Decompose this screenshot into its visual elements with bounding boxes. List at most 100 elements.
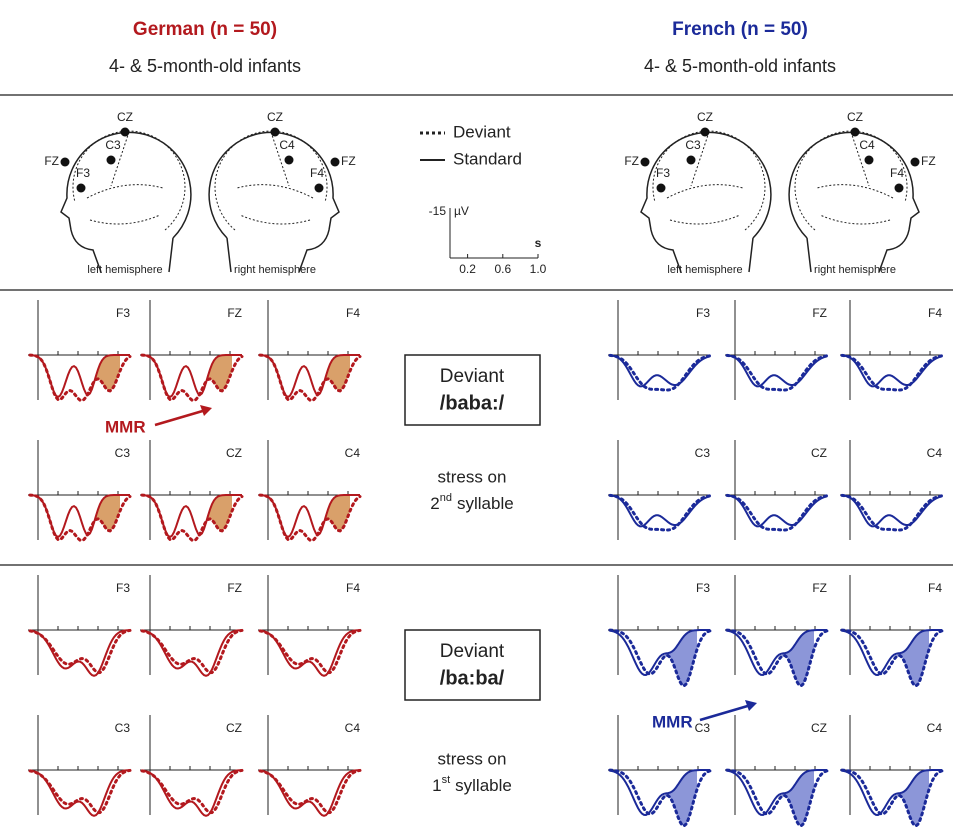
deviant-wave xyxy=(28,628,132,675)
mmr-shading xyxy=(202,495,232,534)
stimulus: /baba:/ xyxy=(440,392,505,414)
electrode-label: CZ xyxy=(226,446,242,460)
mmr-shading xyxy=(782,770,814,826)
standard-wave xyxy=(609,354,711,388)
deviant-wave xyxy=(28,353,132,403)
deviant-wave xyxy=(725,493,829,532)
electrode xyxy=(850,127,860,137)
electrode xyxy=(76,183,86,193)
electrode-label: C3 xyxy=(105,138,121,152)
mmr-shading xyxy=(90,355,120,394)
standard-wave xyxy=(141,769,243,817)
standard-wave xyxy=(609,494,711,528)
standard-wave xyxy=(609,629,711,676)
electrode-label: F4 xyxy=(310,166,324,180)
standard-wave xyxy=(726,769,828,816)
electrode-label: F4 xyxy=(890,166,904,180)
german-title: German (n = 50) xyxy=(133,19,277,40)
electrode-label: C4 xyxy=(927,721,943,735)
syllable: syllable xyxy=(457,494,514,513)
head-outline xyxy=(208,131,340,273)
mmr-shading xyxy=(202,355,232,394)
mmr-arrowhead xyxy=(745,700,757,711)
head-outline xyxy=(60,131,192,273)
electrode-label: FZ xyxy=(624,154,639,168)
electrode-label: F4 xyxy=(346,581,360,595)
standard-wave xyxy=(29,629,131,677)
standard-wave xyxy=(259,769,361,817)
sulcus xyxy=(86,131,164,225)
mmr-label: MMR xyxy=(105,417,146,436)
standard-wave xyxy=(141,629,243,677)
electrode-label: FZ xyxy=(812,306,827,320)
sulcus xyxy=(816,131,894,225)
legend-standard: Standard xyxy=(453,149,522,168)
hemisphere-caption: right hemisphere xyxy=(234,264,316,276)
mmr-shading xyxy=(782,630,814,686)
legend-deviant: Deviant xyxy=(453,122,511,141)
standard-wave xyxy=(726,354,828,388)
deviant-wave xyxy=(258,768,362,815)
syllable: syllable xyxy=(455,776,512,795)
electrode-label: F3 xyxy=(656,166,670,180)
deviant-wave xyxy=(28,493,132,543)
stress-text: stress on xyxy=(438,467,507,486)
deviant-wave xyxy=(140,768,244,815)
electrode-label: CZ xyxy=(847,110,863,124)
electrode xyxy=(270,127,280,137)
electrode-label: F3 xyxy=(116,581,130,595)
scale-tick-label: 1.0 xyxy=(530,262,547,276)
deviant-wave xyxy=(140,628,244,675)
electrode xyxy=(106,155,116,165)
standard-wave xyxy=(29,769,131,817)
deviant-wave xyxy=(725,353,829,392)
electrode-label: C3 xyxy=(695,721,711,735)
electrode-label: FZ xyxy=(341,154,356,168)
electrode-label: CZ xyxy=(226,721,242,735)
electrode-label: CZ xyxy=(811,446,827,460)
electrode xyxy=(120,127,130,137)
deviant-wave xyxy=(258,628,362,675)
stimulus: /ba:ba/ xyxy=(440,667,505,689)
standard-wave xyxy=(841,769,943,816)
electrode-label: F3 xyxy=(116,306,130,320)
head xyxy=(640,130,772,273)
electrode-label: F4 xyxy=(346,306,360,320)
deviant-wave xyxy=(725,628,829,688)
mmr-arrow xyxy=(154,408,207,427)
ordinal: 2 xyxy=(430,494,439,513)
head xyxy=(60,130,192,273)
electrode-label: C3 xyxy=(695,446,711,460)
electrode-label: C3 xyxy=(115,446,131,460)
electrode-label: CZ xyxy=(117,110,133,124)
electrode xyxy=(60,157,70,167)
sulcus xyxy=(236,131,314,225)
electrode-label: F3 xyxy=(76,166,90,180)
mmr-shading xyxy=(90,495,120,534)
deviant-wave xyxy=(840,493,944,532)
deviant-wave xyxy=(608,628,712,688)
stress-text: stress on xyxy=(438,749,507,768)
electrode-label: FZ xyxy=(227,581,242,595)
standard-wave xyxy=(841,494,943,528)
head xyxy=(788,130,920,273)
deviant-wave xyxy=(725,768,829,828)
electrode-label: FZ xyxy=(44,154,59,168)
electrode-label: C4 xyxy=(859,138,875,152)
standard-wave xyxy=(609,769,711,816)
electrode-label: CZ xyxy=(697,110,713,124)
deviant-wave xyxy=(258,493,362,543)
hemisphere-caption: left hemisphere xyxy=(667,264,742,276)
condition-box xyxy=(404,629,541,701)
mmr-shading xyxy=(897,630,929,686)
french-subtitle: 4- & 5-month-old infants xyxy=(644,56,836,76)
deviant-wave xyxy=(608,353,712,392)
sulcus xyxy=(666,131,744,225)
mmr-shading xyxy=(897,770,929,826)
electrode-label: F4 xyxy=(928,581,942,595)
electrode-label: C4 xyxy=(927,446,943,460)
electrode-label: FZ xyxy=(921,154,936,168)
deviant-wave xyxy=(28,768,132,815)
french-title: French (n = 50) xyxy=(672,19,808,40)
deviant-wave xyxy=(608,493,712,532)
